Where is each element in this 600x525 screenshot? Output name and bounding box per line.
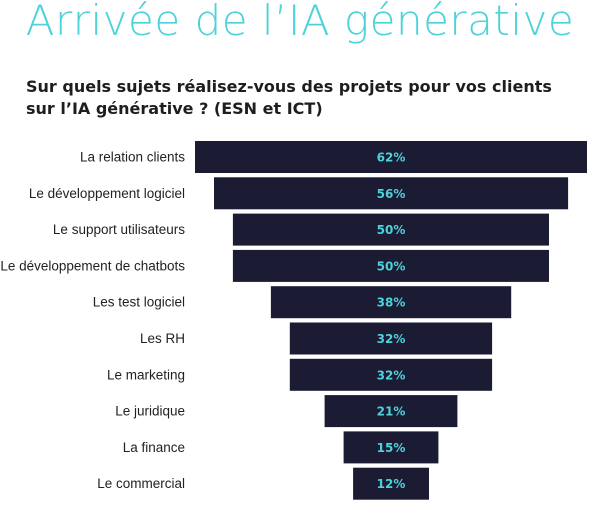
funnel-bar: [232, 213, 549, 246]
bar-value-label: 12%: [377, 477, 406, 491]
bar-value-label: 50%: [377, 223, 406, 237]
category-label: Les RH: [140, 331, 185, 346]
funnel-bar: [270, 286, 512, 319]
funnel-bar: [195, 141, 587, 173]
category-label: La finance: [123, 440, 185, 455]
category-label: Le marketing: [107, 367, 185, 382]
funnel-bar: [324, 395, 458, 428]
bar-value-label: 50%: [377, 259, 406, 273]
bar-value-label: 56%: [377, 187, 406, 201]
category-label: La relation clients: [80, 150, 185, 165]
bar-value-label: 15%: [377, 441, 406, 455]
category-label: Le développement de chatbots: [0, 258, 185, 273]
page-title: Arrivée de l’IA générative: [25, 0, 575, 45]
chart-title: Sur quels sujets réalisez-vous des proje…: [26, 77, 552, 118]
category-label: Les test logiciel: [93, 295, 185, 310]
category-label: Le support utilisateurs: [53, 222, 185, 237]
bar-value-label: 21%: [377, 405, 406, 419]
funnel-bar: [232, 249, 549, 282]
funnel-bar: [353, 467, 429, 500]
funnel-bar: [289, 358, 493, 391]
category-label: Le développement logiciel: [29, 186, 185, 201]
funnel-bar: [289, 322, 493, 355]
funnel-bar: [214, 177, 569, 210]
bar-value-label: 32%: [377, 332, 406, 346]
category-label: Le commercial: [97, 476, 185, 491]
bar-value-label: 62%: [377, 151, 406, 165]
funnel-bar: [343, 431, 439, 464]
category-label: Le juridique: [115, 404, 185, 419]
bar-value-label: 38%: [377, 296, 406, 310]
bar-value-label: 32%: [377, 368, 406, 382]
